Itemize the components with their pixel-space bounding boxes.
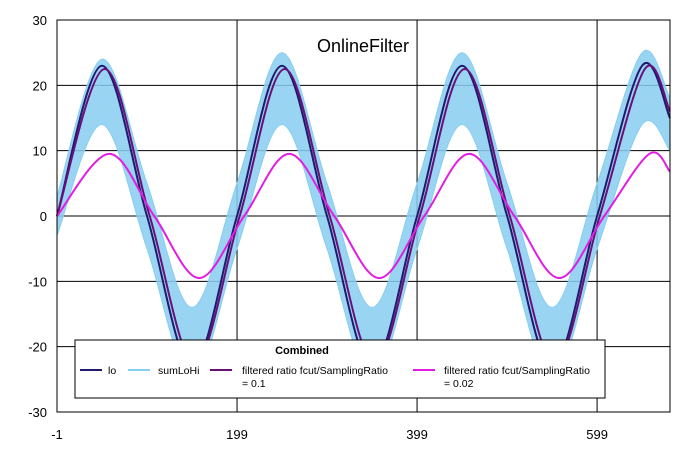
legend-label: lo: [108, 365, 116, 377]
y-tick-label: 0: [40, 209, 47, 224]
y-axis-ticks: -30 -20 -10 0 10 20 30: [28, 13, 47, 420]
x-tick-label: 399: [406, 427, 428, 442]
y-tick-label: 10: [33, 144, 47, 159]
legend-label-cont: = 0.02: [444, 378, 474, 390]
legend: Combined lo sumLoHi filtered ratio fcut/Sam…: [74, 339, 606, 399]
y-tick-label: 30: [33, 13, 47, 28]
legend-box: [74, 339, 606, 399]
series-line-3: [56, 151, 671, 280]
legend-label: filtered ratio fcut/SamplingRatio: [242, 365, 388, 377]
legend-label-cont: = 0.1: [242, 378, 266, 390]
x-axis-ticks: -1 199 399 599: [51, 427, 608, 442]
legend-label: sumLoHi: [158, 365, 199, 377]
x-tick-label: 599: [586, 427, 608, 442]
y-tick-label: -30: [28, 405, 47, 420]
legend-title: Combined: [275, 345, 329, 357]
x-tick-label: 199: [226, 427, 248, 442]
y-tick-label: -20: [28, 340, 47, 355]
plot-area-frame: [56, 19, 671, 413]
y-tick-label: 20: [33, 78, 47, 93]
chart-title: OnlineFilter: [317, 36, 409, 56]
x-tick-label: -1: [51, 427, 63, 442]
y-tick-label: -10: [28, 274, 47, 289]
legend-label: filtered ratio fcut/SamplingRatio: [444, 365, 590, 377]
